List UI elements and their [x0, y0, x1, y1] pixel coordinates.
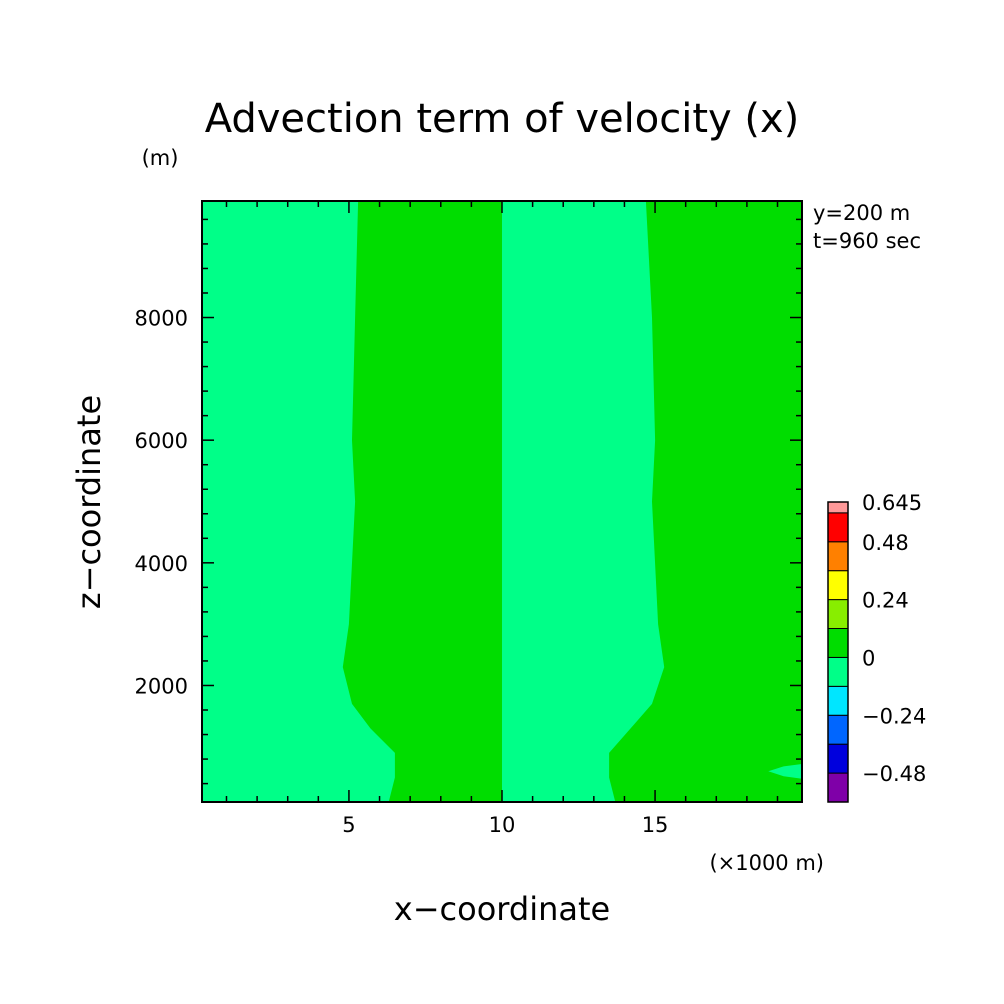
- y-axis-label: z−coordinate: [70, 395, 108, 609]
- y-tick-label: 2000: [135, 674, 188, 698]
- colorbar-swatch: [827, 656, 849, 687]
- colorbar-frame: [827, 501, 849, 803]
- positive-region-right: [609, 201, 802, 802]
- positive-region-left: [342, 201, 502, 802]
- colorbar-swatch: [827, 714, 849, 745]
- colorbar-swatch: [827, 628, 849, 658]
- colorbar-swatch: [827, 512, 849, 543]
- annotation-y: y=200 m: [813, 201, 910, 225]
- x-axis-label: x−coordinate: [394, 890, 610, 928]
- colorbar-label: 0.48: [862, 531, 909, 555]
- colorbar-label: 0.24: [862, 589, 909, 613]
- y-tick-label: 4000: [135, 552, 188, 576]
- negative-lobe-left: [202, 764, 236, 779]
- x-tick-label: 15: [642, 813, 669, 837]
- y-unit-label: (m): [142, 146, 179, 170]
- x-tick-label: 5: [342, 813, 355, 837]
- colorbar-label: 0: [862, 646, 875, 670]
- colorbar-swatch: [827, 570, 849, 601]
- colorbar-swatch: [827, 599, 849, 630]
- colorbar-label: 0.645: [862, 491, 922, 515]
- colorbar-swatch: [827, 772, 849, 803]
- colorbar-swatch: [827, 501, 849, 514]
- chart-title: Advection term of velocity (x): [205, 96, 800, 142]
- annotation-t: t=960 sec: [813, 229, 921, 253]
- x-unit-label: (×1000 m): [709, 851, 824, 875]
- y-tick-label: 8000: [135, 307, 188, 331]
- colorbar-swatch: [827, 743, 849, 774]
- x-tick-label: 10: [489, 813, 516, 837]
- colorbar-swatch: [827, 541, 849, 572]
- colorbar-label: −0.48: [862, 762, 926, 786]
- colorbar-swatch: [827, 685, 849, 716]
- y-tick-label: 6000: [135, 429, 188, 453]
- negative-lobe-right: [768, 764, 802, 779]
- colorbar-label: −0.24: [862, 704, 926, 728]
